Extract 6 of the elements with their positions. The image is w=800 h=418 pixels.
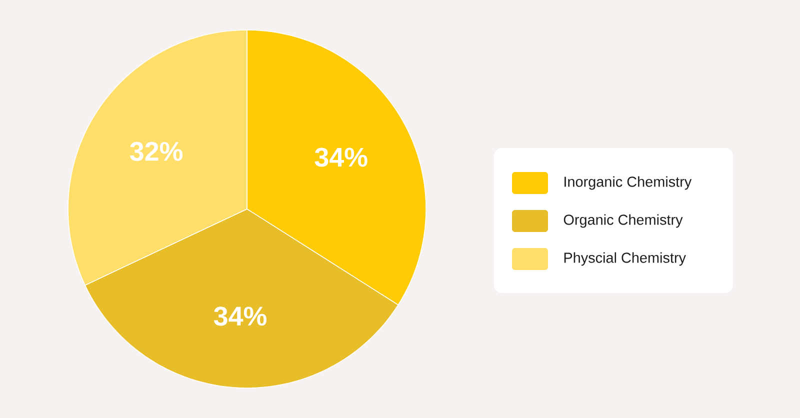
data-label: 32% xyxy=(130,142,183,161)
data-label: 34% xyxy=(314,148,368,167)
legend-label: Physcial Chemistry xyxy=(564,252,686,266)
legend-label: Inorganic Chemistry xyxy=(564,176,692,190)
legend-label: Organic Chemistry xyxy=(564,214,683,228)
data-label: 34% xyxy=(214,306,266,326)
